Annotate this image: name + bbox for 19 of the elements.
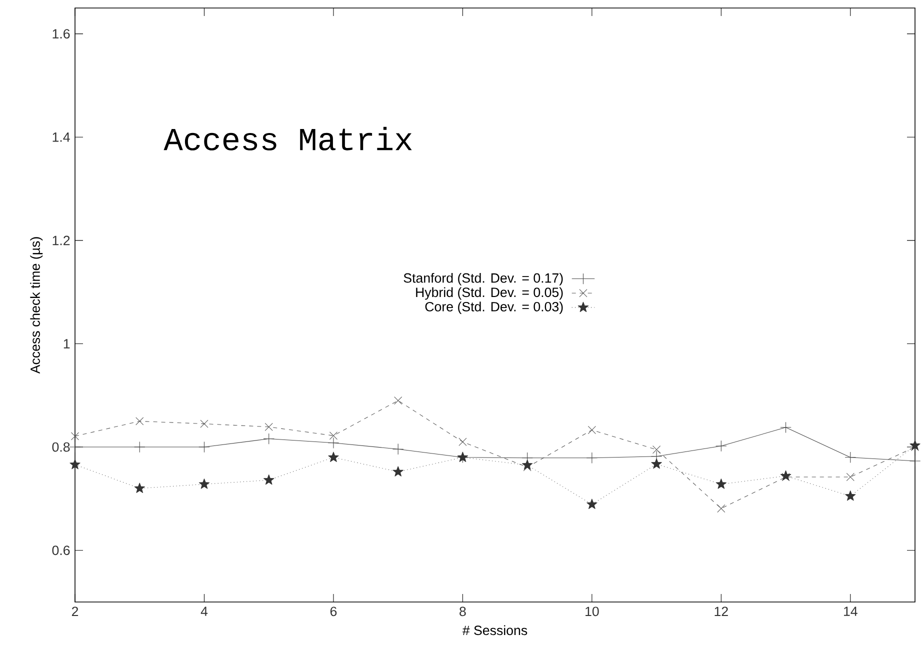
legend-label: Hybrid (Std. Dev. = 0.05)	[416, 287, 563, 300]
y-tick-label: 0.8	[52, 442, 70, 452]
legend-label: Stanford (Std. Dev. = 0.17)	[404, 272, 563, 286]
y-tick-label: 0.6	[52, 546, 70, 556]
y-tick-label: 1.4	[52, 132, 70, 142]
x-tick-label: 4	[200, 606, 208, 616]
x-tick-label: 6	[330, 606, 337, 616]
y-tick-label: 1.2	[52, 236, 70, 246]
x-tick-label: 2	[72, 606, 78, 616]
x-tick-label: 8	[460, 606, 466, 616]
y-tick-label: 1	[64, 339, 70, 348]
y-axis-title: Access check time (µs)	[30, 237, 43, 374]
x-tick-label: 10	[586, 606, 599, 616]
x-tick-label: 12	[714, 606, 728, 616]
y-tick-label: 1.6	[52, 29, 70, 39]
legend-label: Core (Std. Dev. = 0.03)	[425, 302, 563, 314]
x-tick-label: 14	[844, 606, 858, 616]
annotation: Access Matrix	[164, 126, 412, 150]
x-axis-title: # Sessions	[462, 625, 528, 636]
